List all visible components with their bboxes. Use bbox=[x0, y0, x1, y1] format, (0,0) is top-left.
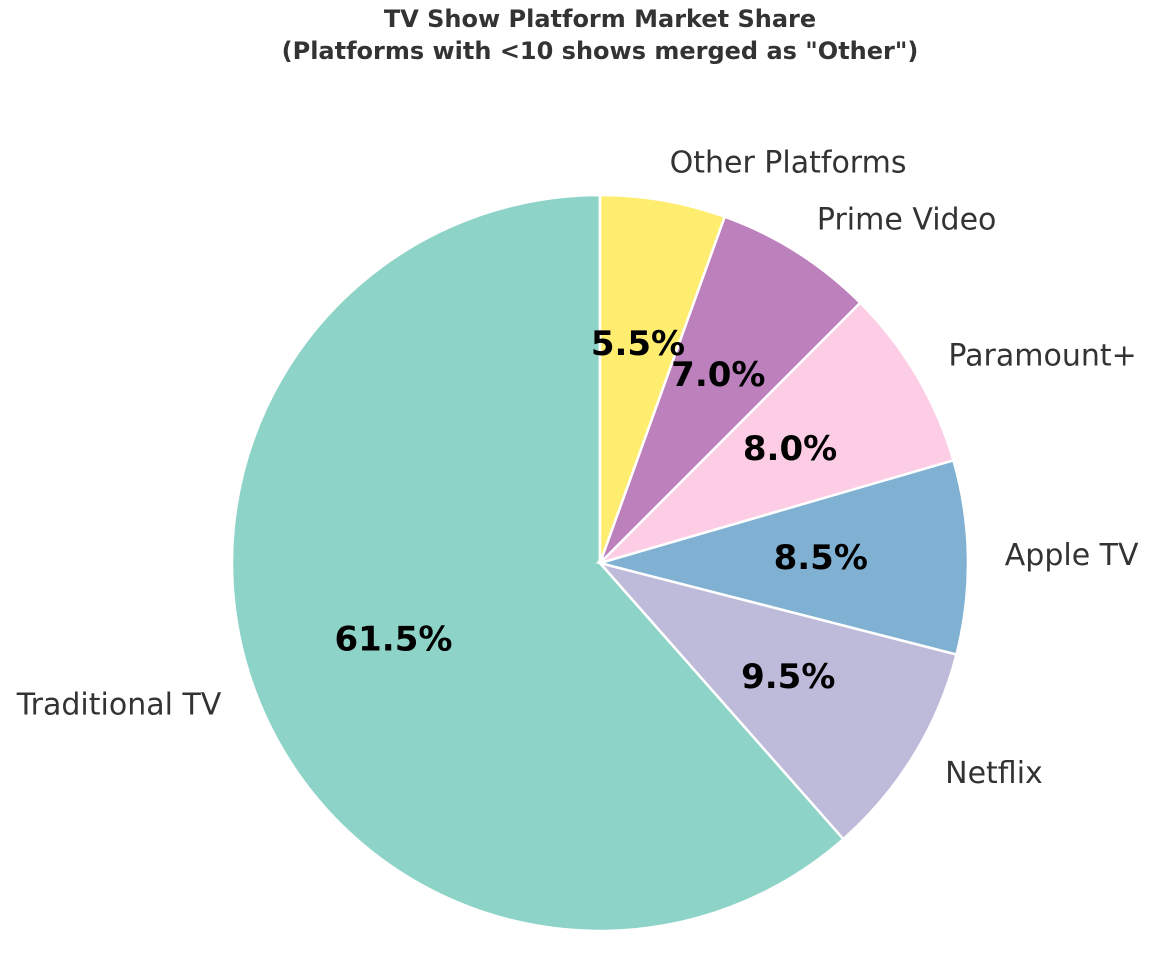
pie-slice bbox=[598, 215, 862, 564]
value-label: 9.5% bbox=[741, 657, 835, 697]
pie-slice bbox=[599, 301, 955, 565]
slice-label: Netflix bbox=[945, 756, 1043, 791]
slice-label: Apple TV bbox=[1005, 538, 1139, 573]
chart-title: TV Show Platform Market Share bbox=[384, 5, 816, 33]
pie-slice bbox=[230, 193, 846, 933]
value-label: 8.0% bbox=[743, 429, 837, 469]
slice-label: Traditional TV bbox=[16, 688, 222, 723]
slice-label: Prime Video bbox=[817, 203, 997, 238]
value-label: 8.5% bbox=[774, 538, 868, 578]
slice-label: Other Platforms bbox=[670, 146, 907, 181]
pie-slice bbox=[598, 193, 727, 564]
value-label: 7.0% bbox=[671, 355, 765, 395]
chart-subtitle: (Platforms with <10 shows merged as "Oth… bbox=[282, 37, 919, 65]
value-label: 61.5% bbox=[334, 620, 452, 660]
value-label: 5.5% bbox=[591, 324, 685, 364]
slice-label: Paramount+ bbox=[948, 338, 1136, 373]
pie-slice bbox=[595, 458, 970, 657]
